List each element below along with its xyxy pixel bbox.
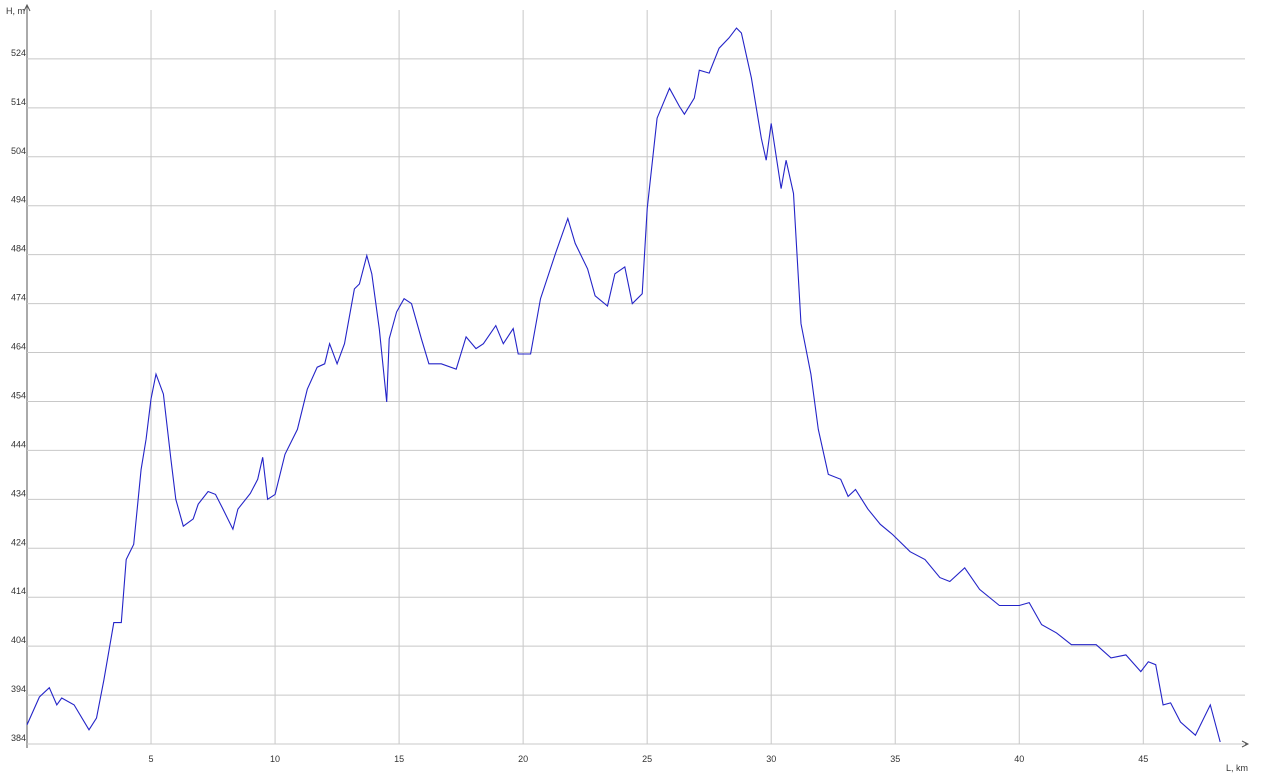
x-tick-label: 45 — [1138, 754, 1148, 764]
x-tick-label: 40 — [1014, 754, 1024, 764]
y-tick-label: 434 — [11, 488, 26, 498]
x-tick-label: 10 — [270, 754, 280, 764]
y-tick-label: 494 — [11, 195, 26, 205]
y-tick-label: 454 — [11, 390, 26, 400]
y-tick-label: 464 — [11, 342, 26, 352]
x-tick-label: 25 — [642, 754, 652, 764]
y-tick-label: 424 — [11, 537, 26, 547]
y-tick-label: 414 — [11, 586, 26, 596]
y-axis-label: H, m — [6, 6, 25, 16]
y-tick-label: 484 — [11, 244, 26, 254]
x-axis-label: L, km — [1226, 763, 1248, 773]
y-tick-label: 384 — [11, 733, 26, 743]
x-tick-label: 20 — [518, 754, 528, 764]
y-tick-label: 404 — [11, 635, 26, 645]
y-tick-label: 444 — [11, 439, 26, 449]
x-tick-label: 15 — [394, 754, 404, 764]
y-axis-arrow — [23, 3, 31, 12]
y-tick-label: 504 — [11, 146, 26, 156]
y-tick-label: 524 — [11, 48, 26, 58]
x-axis-arrow — [1241, 740, 1250, 748]
y-tick-label: 394 — [11, 684, 26, 694]
y-tick-label: 514 — [11, 97, 26, 107]
x-tick-label: 35 — [890, 754, 900, 764]
y-tick-label: 474 — [11, 293, 26, 303]
x-tick-label: 5 — [149, 754, 154, 764]
x-tick-label: 30 — [766, 754, 776, 764]
line-series — [26, 27, 1221, 743]
